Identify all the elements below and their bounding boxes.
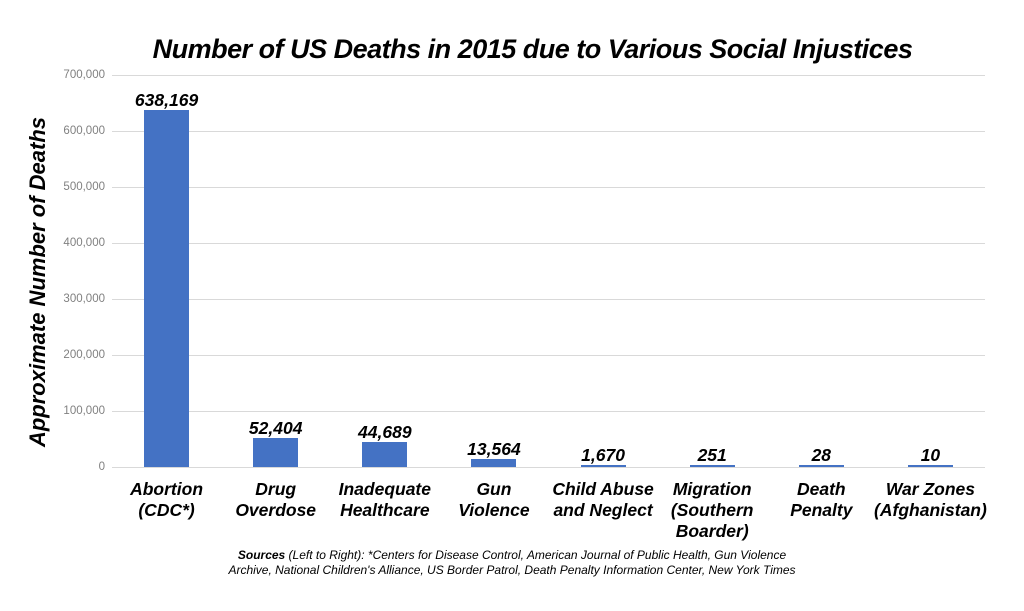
bar-value-label: 1,670 xyxy=(581,445,625,465)
chart-title: Number of US Deaths in 2015 due to Vario… xyxy=(152,34,913,64)
bar-value-label: 44,689 xyxy=(358,422,412,442)
gridline xyxy=(112,75,985,76)
bar-value-label: 28 xyxy=(811,445,832,465)
y-axis-tick-label: 500,000 xyxy=(63,181,105,193)
y-axis-tick-label: 0 xyxy=(98,461,105,473)
x-axis-category-label: Migration (Southern Boarder) xyxy=(670,479,754,541)
bar xyxy=(362,442,408,467)
sources-line-2-text: Archive, National Children's Alliance, U… xyxy=(228,562,796,577)
y-axis-title: Approximate Number of Deaths xyxy=(25,116,50,448)
x-axis-category-label: Drug Overdose xyxy=(235,479,317,520)
bar xyxy=(471,459,517,467)
y-axis-tick-label: 400,000 xyxy=(63,237,105,249)
gridline xyxy=(112,299,985,300)
x-axis-category-label: Gun Violence xyxy=(458,479,530,520)
bar-value-label: 52,404 xyxy=(248,418,303,438)
gridline xyxy=(112,243,985,244)
y-axis-tick-label: 200,000 xyxy=(63,349,105,361)
sources-line-1-text: (Left to Right): *Centers for Disease Co… xyxy=(285,548,787,562)
bar-value-label: 10 xyxy=(920,445,941,465)
y-axis-tick-label: 700,000 xyxy=(63,69,105,81)
y-axis-tick-label: 300,000 xyxy=(63,293,105,305)
bar xyxy=(580,465,626,467)
bar xyxy=(144,110,190,467)
bar-value-label: 251 xyxy=(697,445,727,465)
sources-line-2: Archive, National Children's Alliance, U… xyxy=(132,563,892,578)
bar xyxy=(907,465,953,467)
x-axis-category-label: Abortion (CDC*) xyxy=(130,479,204,520)
bar xyxy=(798,465,844,467)
x-axis-category-label: Inadequate Healthcare xyxy=(338,479,431,520)
gridline xyxy=(112,467,985,468)
sources-bold-label: Sources xyxy=(237,548,286,562)
x-axis-category-label: Child Abuse and Neglect xyxy=(552,479,654,520)
gridline xyxy=(112,355,985,356)
x-axis-category-label: War Zones (Afghanistan) xyxy=(874,479,987,520)
gridline xyxy=(112,131,985,132)
bar-value-label: 638,169 xyxy=(134,90,199,110)
y-axis-tick-label: 600,000 xyxy=(63,125,105,137)
x-axis-category-label: Death Penalty xyxy=(790,479,853,520)
y-axis-tick-label: 100,000 xyxy=(63,405,105,417)
bar xyxy=(253,438,299,467)
sources-note: Sources (Left to Right): *Centers for Di… xyxy=(132,548,892,577)
gridline xyxy=(112,411,985,412)
bar xyxy=(689,465,735,467)
gridline xyxy=(112,187,985,188)
sources-line-1: Sources (Left to Right): *Centers for Di… xyxy=(132,548,892,563)
bar-value-label: 13,564 xyxy=(467,439,521,459)
